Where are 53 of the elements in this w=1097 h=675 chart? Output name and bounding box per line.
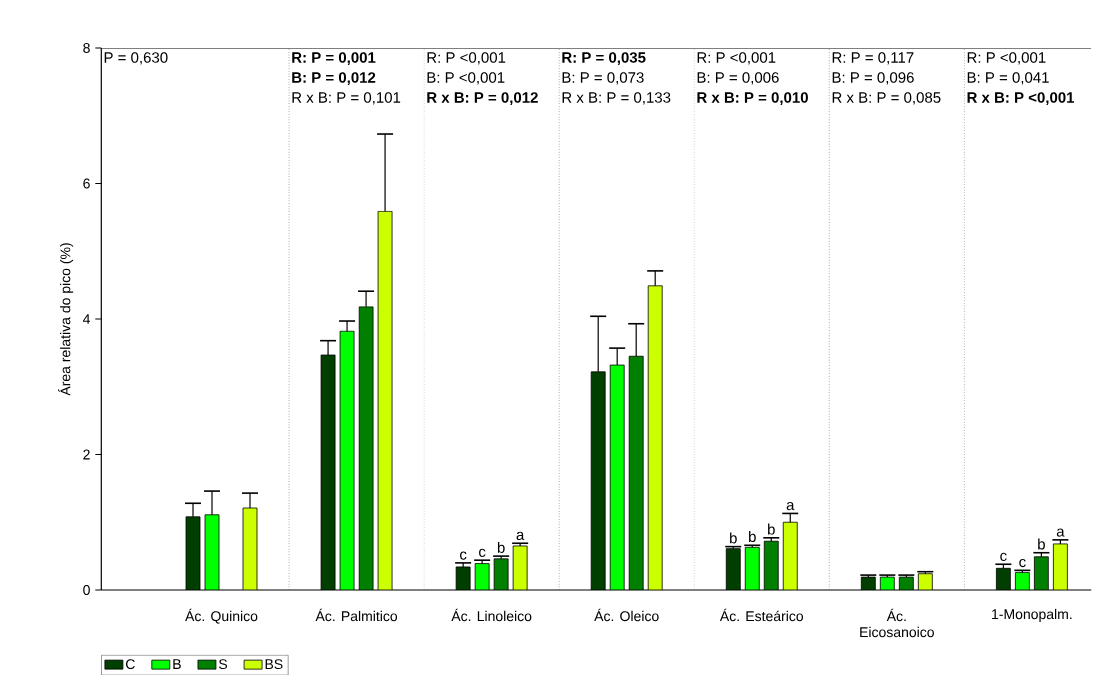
annotation: B: P <0,001 xyxy=(427,72,505,85)
y-tick-label: 2 xyxy=(83,449,90,460)
data-label: c xyxy=(460,551,467,560)
bar xyxy=(783,522,798,590)
annotation: R: P = 0,035 xyxy=(562,52,646,65)
annotation: R x B: P <0,001 xyxy=(967,92,1075,105)
data-label: c xyxy=(1019,558,1026,568)
bar xyxy=(610,364,625,590)
x-tick-label: Ác. Palmitico xyxy=(315,608,398,622)
annotation: R: P = 0,117 xyxy=(832,52,914,65)
x-tick-label: 1-Monopalm. xyxy=(992,608,1072,622)
y-axis-title: Área relativa do pico (%) xyxy=(58,243,74,396)
annotation: R x B: P = 0,012 xyxy=(427,92,538,105)
x-tick-label: Ác. Esteárico xyxy=(719,608,804,622)
annotation: R: P <0,001 xyxy=(697,52,776,65)
annotation: B: P = 0,096 xyxy=(832,72,914,85)
data-label: a xyxy=(516,531,525,540)
annotation: R x B: P = 0,101 xyxy=(292,92,401,105)
bar xyxy=(726,548,741,590)
annotation: R x B: P = 0,010 xyxy=(697,92,808,105)
data-label: b xyxy=(749,530,756,542)
data-label: a xyxy=(786,501,795,511)
y-tick-label: 0 xyxy=(83,584,90,595)
data-label: b xyxy=(768,523,775,535)
data-label: b xyxy=(1038,538,1045,550)
x-tick-label: Ác. Linoleico xyxy=(451,608,532,622)
annotation: R x B: P = 0,133 xyxy=(562,92,671,105)
annotation: B: P = 0,041 xyxy=(967,72,1049,85)
annotation: B: P = 0,073 xyxy=(562,72,644,85)
annotation: R: P = 0,001 xyxy=(292,52,376,65)
y-tick-label: 6 xyxy=(83,178,90,189)
data-label: a xyxy=(1056,528,1065,537)
legend-label: S xyxy=(218,659,228,669)
legend-label: C xyxy=(126,659,135,669)
annotation: R x B: P = 0,085 xyxy=(832,92,941,105)
bar xyxy=(591,371,606,590)
bar xyxy=(648,285,663,590)
data-label: b xyxy=(497,541,505,553)
data-label: c xyxy=(1000,552,1007,561)
y-tick-label: 8 xyxy=(83,42,90,53)
data-label: c xyxy=(479,548,486,557)
data-label: b xyxy=(730,532,737,544)
legend-label: B xyxy=(173,659,181,669)
annotation: R: P <0,001 xyxy=(427,52,506,65)
annotation: B: P = 0,006 xyxy=(697,72,779,85)
annotation: B: P = 0,012 xyxy=(292,72,376,85)
x-tick-label: Ác. Quinico xyxy=(185,608,258,624)
legend-label: BS xyxy=(265,659,283,669)
y-tick-label: 4 xyxy=(82,314,91,324)
x-tick-label: Ác. Eicosanoico xyxy=(860,608,934,638)
annotation: P = 0,630 xyxy=(104,52,168,65)
x-tick-label: Ác. Oleico xyxy=(594,608,659,622)
annotation: R: P <0,001 xyxy=(967,52,1046,65)
